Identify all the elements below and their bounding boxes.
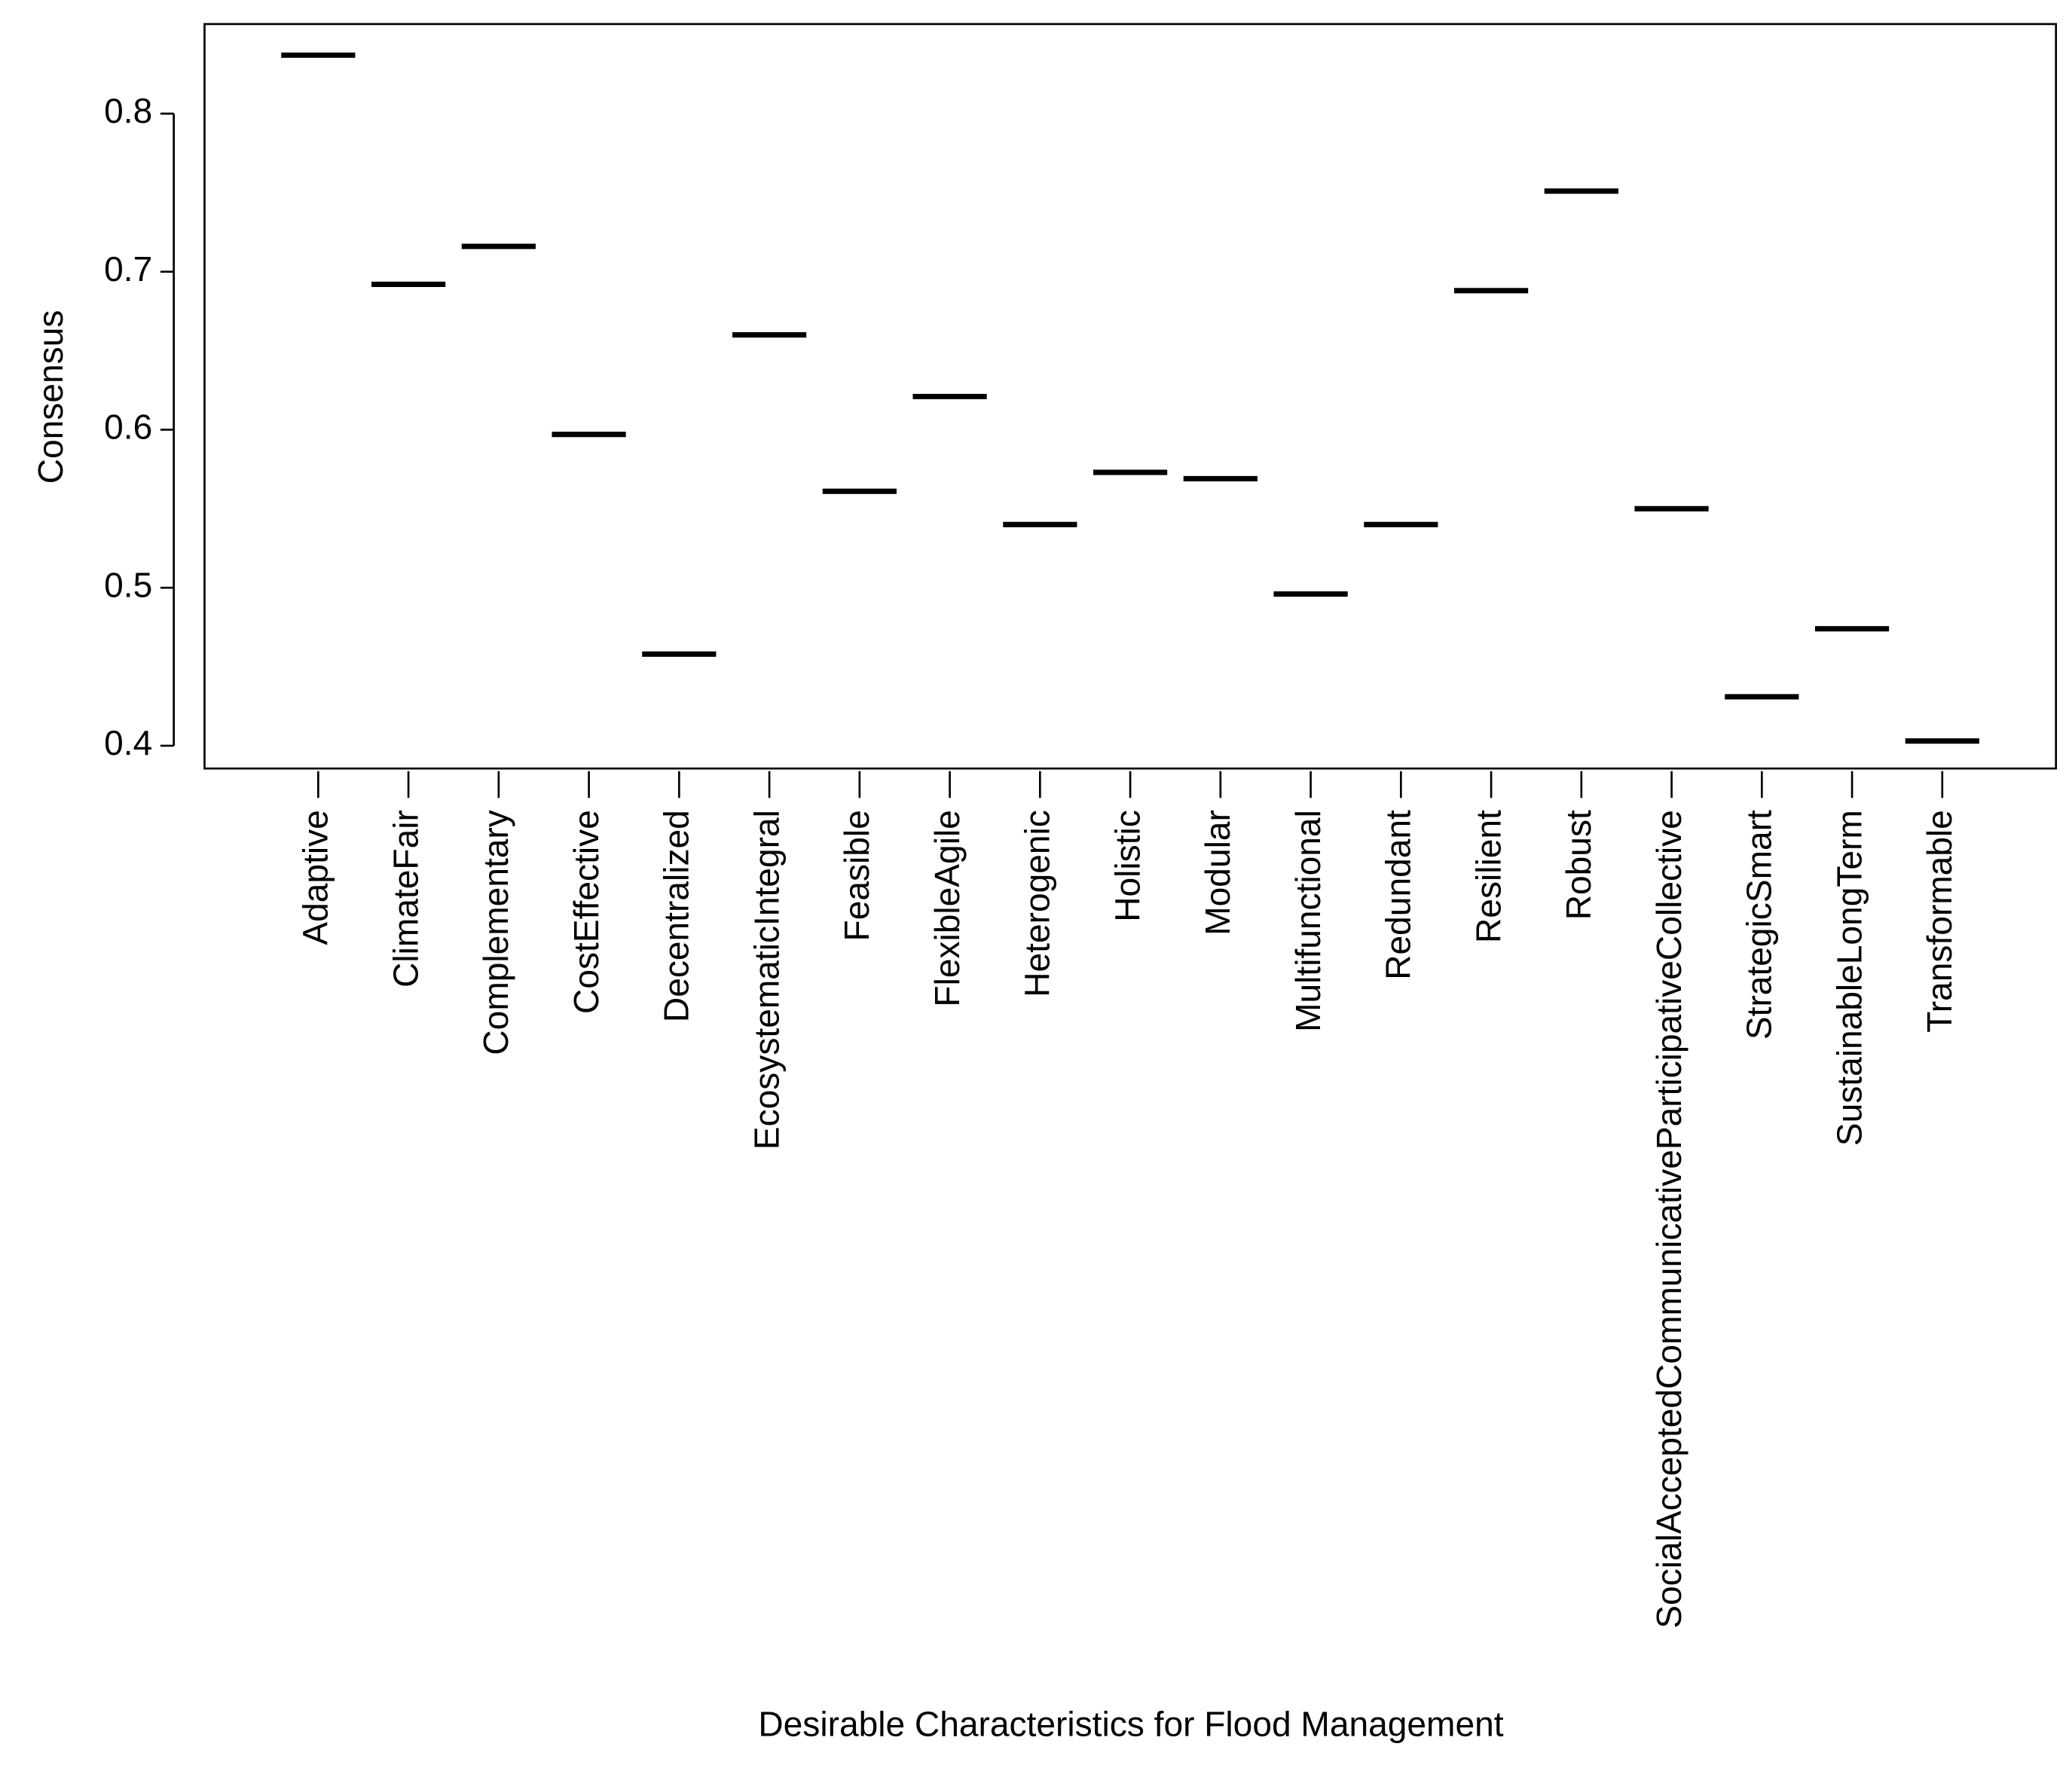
x-tick-label: FlexibleAgile <box>928 810 967 1006</box>
x-tick-label: StrategicSmart <box>1740 810 1779 1040</box>
x-tick-label: Decentralized <box>657 810 696 1022</box>
x-tick-label: Redundant <box>1379 810 1418 980</box>
x-tick-label: Multifunctional <box>1288 810 1328 1032</box>
x-tick-label: EcosystematicIntegral <box>747 810 786 1150</box>
plot-frame <box>203 23 2058 770</box>
x-axis-label: Desirable Characteristics for Flood Mana… <box>758 1704 1503 1743</box>
y-tick-label: 0.5 <box>104 565 152 604</box>
x-tick-label: ClimateFair <box>386 810 425 988</box>
y-tick-label: 0.4 <box>104 723 152 762</box>
y-axis-label: Consensus <box>31 310 70 484</box>
y-tick-label: 0.7 <box>104 249 152 289</box>
y-tick-label: 0.8 <box>104 91 152 130</box>
x-tick-label: Robust <box>1559 810 1598 920</box>
x-tick-label: CostEffective <box>567 810 606 1014</box>
x-tick-label: Transformable <box>1920 810 1959 1033</box>
x-tick-label: Complementary <box>476 810 515 1055</box>
y-tick-label: 0.6 <box>104 408 152 447</box>
x-tick-label: Resilient <box>1468 810 1508 943</box>
x-tick-label: SustainableLongTerm <box>1829 810 1869 1146</box>
x-tick-label: Modular <box>1198 810 1237 936</box>
x-tick-label: Adaptive <box>296 810 335 945</box>
x-tick-label: SocialAcceptedCommunicativeParticipative… <box>1649 810 1688 1629</box>
x-tick-label: Heterogenic <box>1018 810 1057 997</box>
x-tick-label: Holistic <box>1108 810 1147 922</box>
x-tick-label: Feasible <box>837 810 876 941</box>
